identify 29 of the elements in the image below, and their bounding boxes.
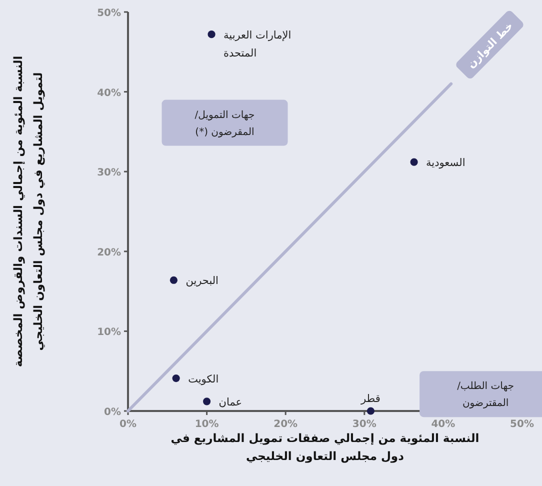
x-tick-label: 20% [274,419,298,430]
point [208,30,216,38]
x-tick-label: 10% [194,419,219,430]
y-axis-title: النسبة المئوية من إجمالي السندات والقروض المخصصة لتمويل المشاريع في دول مجلس التعاون الخليجي [11,56,45,368]
x-tick-label: 0% [120,419,136,430]
y-tick-label: 40% [97,88,121,99]
annotation: جهات الطلب/ المقترضون [457,381,514,410]
x-tick-label: 50% [510,419,534,430]
point [172,374,180,382]
x-axis-title: النسبة المئوية من إجمالي صفقات تمويل المشاريع في دول مجلس التعاون الخليجي [170,431,480,463]
y-tick-label: 20% [97,247,121,258]
annotation: الكويت [188,373,219,386]
text: خط التوازن [465,20,516,71]
annotation: قطر [360,393,380,405]
y-tick-label: 50% [97,8,121,19]
y-tick-label: 10% [97,327,121,338]
point [170,276,178,284]
annotation: البحرين [186,275,218,288]
y-tick-label: 30% [97,168,121,179]
y-tick-label: 0% [104,407,121,418]
point [410,158,418,166]
point [366,407,375,415]
annotation: الإمارات العربية المتحدة [224,29,292,60]
annotation: السعودية [426,157,466,170]
annotation: جهات التمويل/ المقرضون (*) [194,110,255,138]
point [203,398,211,406]
x-tick-label: 30% [352,419,376,430]
annotation: عمان [218,396,242,408]
x-tick-label: 40% [431,419,456,430]
